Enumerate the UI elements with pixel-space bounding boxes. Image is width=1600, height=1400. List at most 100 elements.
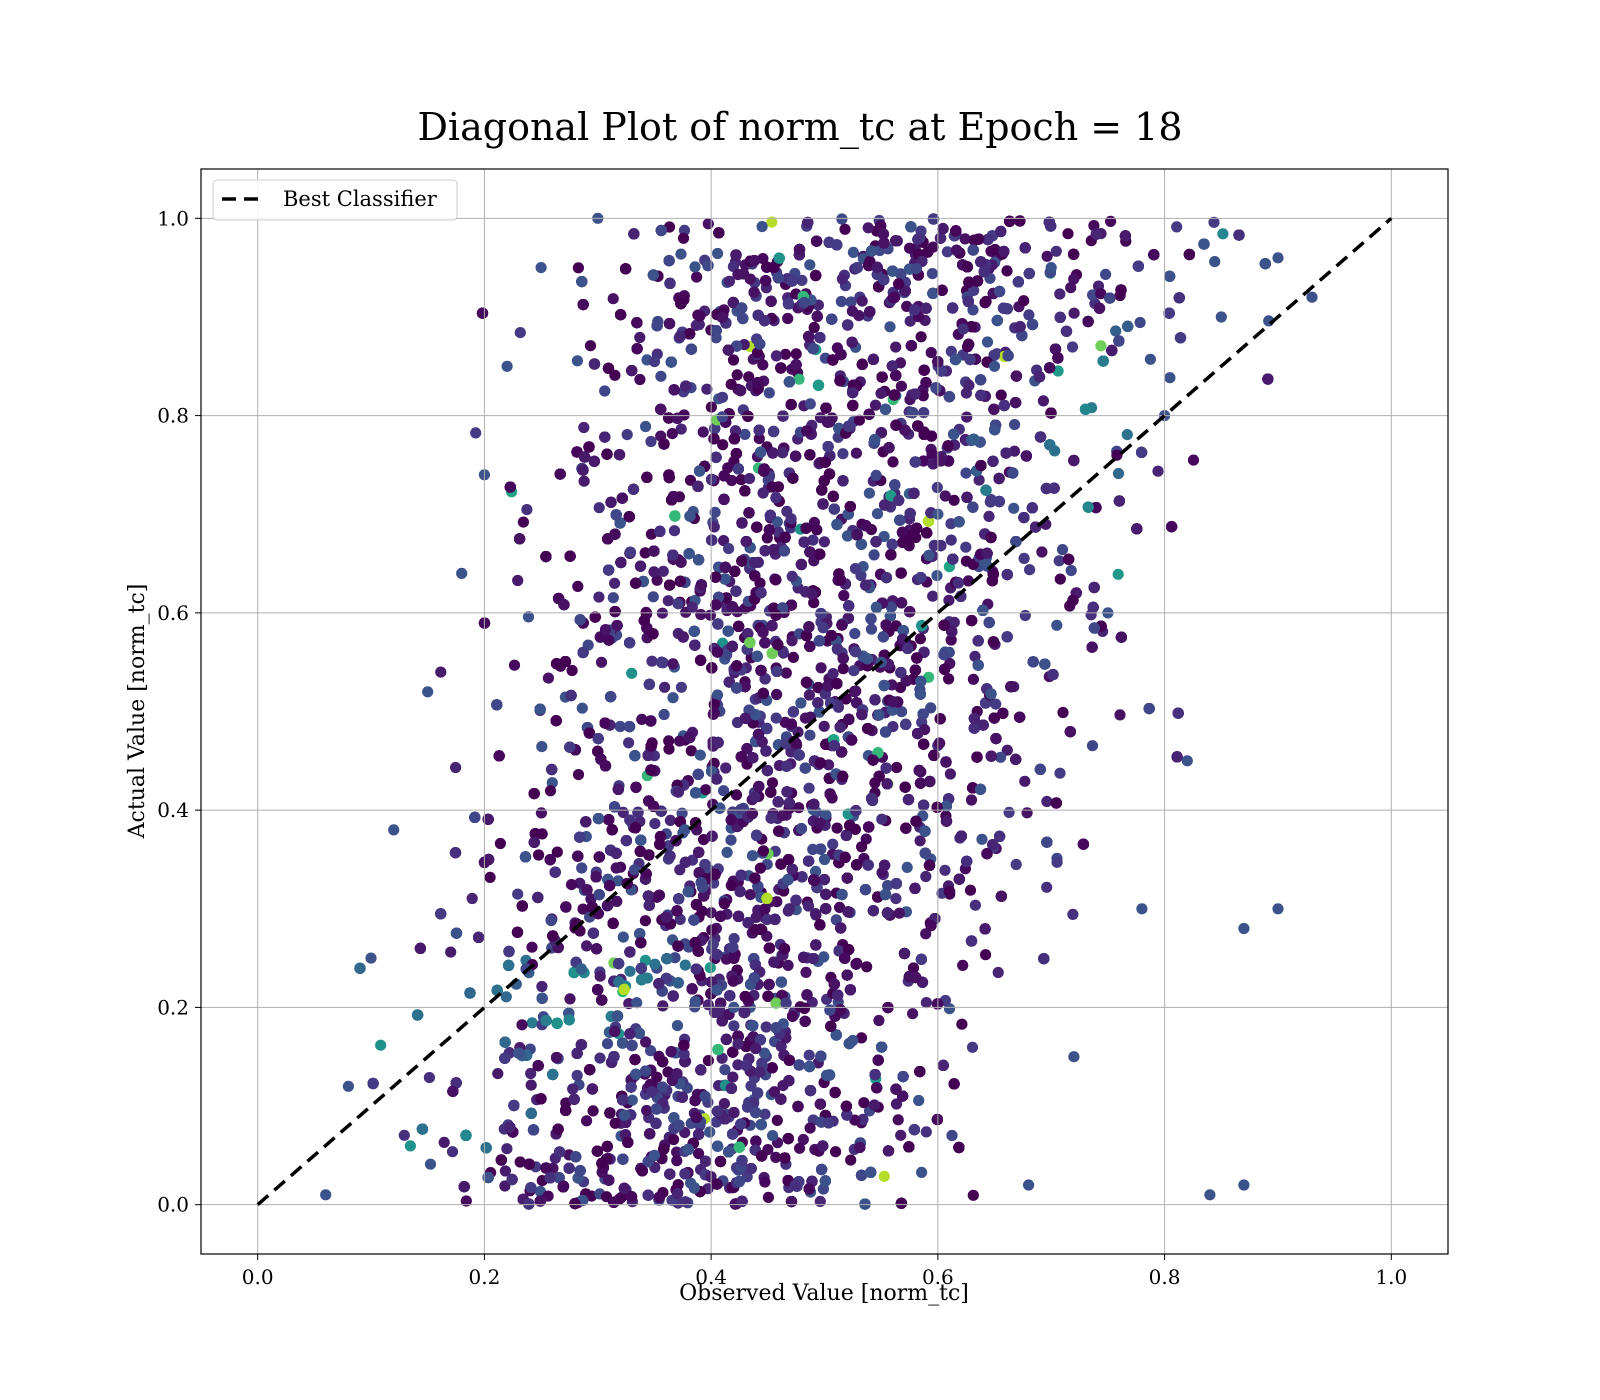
scatter-point bbox=[762, 1191, 775, 1203]
scatter-point bbox=[662, 1066, 674, 1078]
scatter-point bbox=[992, 966, 1004, 979]
scatter-point bbox=[804, 398, 816, 410]
scatter-point bbox=[797, 1133, 809, 1146]
scatter-point bbox=[845, 1154, 857, 1166]
scatter-point bbox=[685, 745, 697, 757]
scatter-point bbox=[767, 1130, 779, 1142]
scatter-point bbox=[526, 941, 538, 953]
scatter-point bbox=[1041, 795, 1053, 808]
scatter-point bbox=[1001, 744, 1013, 756]
scatter-point bbox=[965, 794, 978, 806]
scatter-point bbox=[1056, 544, 1069, 556]
scatter-point bbox=[634, 331, 646, 344]
scatter-point bbox=[983, 510, 995, 522]
scatter-point bbox=[612, 875, 624, 887]
scatter-point bbox=[918, 407, 930, 419]
scatter-point bbox=[803, 1049, 815, 1061]
scatter-point bbox=[1062, 228, 1074, 240]
scatter-point bbox=[873, 1014, 885, 1027]
scatter-point bbox=[862, 222, 874, 234]
scatter-point bbox=[424, 1158, 437, 1170]
scatter-point bbox=[533, 849, 545, 861]
scatter-point bbox=[701, 383, 713, 395]
scatter-point bbox=[743, 371, 755, 383]
scatter-point bbox=[675, 423, 687, 435]
scatter-point bbox=[1134, 316, 1146, 329]
scatter-point bbox=[830, 914, 842, 926]
scatter-point bbox=[772, 481, 785, 493]
scatter-point bbox=[914, 835, 926, 847]
scatter-point bbox=[848, 665, 860, 677]
scatter-point bbox=[674, 913, 686, 926]
scatter-point bbox=[1209, 256, 1221, 268]
scatter-point bbox=[576, 702, 588, 714]
scatter-point bbox=[512, 888, 524, 900]
scatter-point bbox=[758, 1047, 771, 1059]
scatter-point bbox=[834, 901, 846, 914]
scatter-point bbox=[1037, 395, 1049, 407]
scatter-point bbox=[1021, 807, 1033, 819]
scatter-point bbox=[750, 911, 762, 924]
scatter-point bbox=[542, 672, 555, 684]
scatter-point bbox=[810, 909, 822, 921]
scatter-point bbox=[967, 304, 979, 316]
scatter-point bbox=[836, 273, 849, 285]
scatter-point bbox=[969, 899, 982, 911]
scatter-point bbox=[830, 1146, 842, 1158]
scatter-point bbox=[641, 1104, 653, 1117]
scatter-point bbox=[636, 713, 648, 726]
scatter-point bbox=[849, 628, 861, 640]
scatter-point bbox=[1052, 365, 1064, 377]
scatter-point bbox=[697, 426, 709, 438]
scatter-point bbox=[398, 1129, 410, 1141]
scatter-point bbox=[846, 305, 859, 317]
scatter-point bbox=[804, 1122, 816, 1134]
scatter-point bbox=[853, 414, 866, 426]
scatter-point bbox=[973, 474, 985, 486]
scatter-point bbox=[649, 958, 661, 970]
scatter-point bbox=[689, 261, 701, 273]
scatter-point bbox=[1066, 341, 1079, 353]
scatter-point bbox=[770, 712, 782, 724]
scatter-point bbox=[594, 970, 606, 982]
scatter-point bbox=[815, 662, 827, 674]
scatter-point bbox=[677, 232, 690, 244]
scatter-point bbox=[611, 895, 623, 908]
scatter-point bbox=[920, 928, 932, 940]
scatter-point bbox=[450, 761, 462, 774]
scatter-point bbox=[960, 467, 972, 479]
scatter-point bbox=[969, 650, 981, 663]
scatter-point bbox=[423, 1072, 435, 1084]
scatter-point bbox=[723, 543, 735, 555]
scatter-point bbox=[525, 1079, 537, 1091]
scatter-point bbox=[634, 373, 646, 386]
scatter-point bbox=[939, 490, 951, 502]
scatter-point bbox=[666, 428, 678, 440]
scatter-point bbox=[804, 729, 816, 741]
scatter-point bbox=[1217, 228, 1229, 240]
scatter-point bbox=[957, 959, 969, 972]
scatter-point bbox=[514, 327, 526, 339]
scatter-point bbox=[686, 601, 698, 613]
scatter-point bbox=[759, 1176, 771, 1188]
scatter-point bbox=[657, 1000, 669, 1012]
scatter-point bbox=[695, 608, 707, 621]
scatter-point bbox=[1054, 288, 1066, 300]
scatter-point bbox=[675, 248, 687, 260]
scatter-point bbox=[501, 1143, 513, 1155]
scatter-point bbox=[663, 743, 675, 755]
scatter-point bbox=[702, 1055, 715, 1067]
scatter-point bbox=[729, 425, 742, 437]
scatter-point bbox=[890, 893, 902, 905]
scatter-point bbox=[920, 870, 932, 883]
scatter-point bbox=[976, 833, 988, 845]
scatter-point bbox=[913, 1094, 925, 1107]
scatter-point bbox=[718, 1098, 731, 1110]
scatter-point bbox=[960, 555, 973, 567]
scatter-point bbox=[907, 962, 920, 974]
scatter-point bbox=[721, 846, 733, 859]
scatter-point bbox=[962, 575, 975, 587]
scatter-point bbox=[966, 1041, 979, 1053]
scatter-point bbox=[836, 213, 848, 225]
